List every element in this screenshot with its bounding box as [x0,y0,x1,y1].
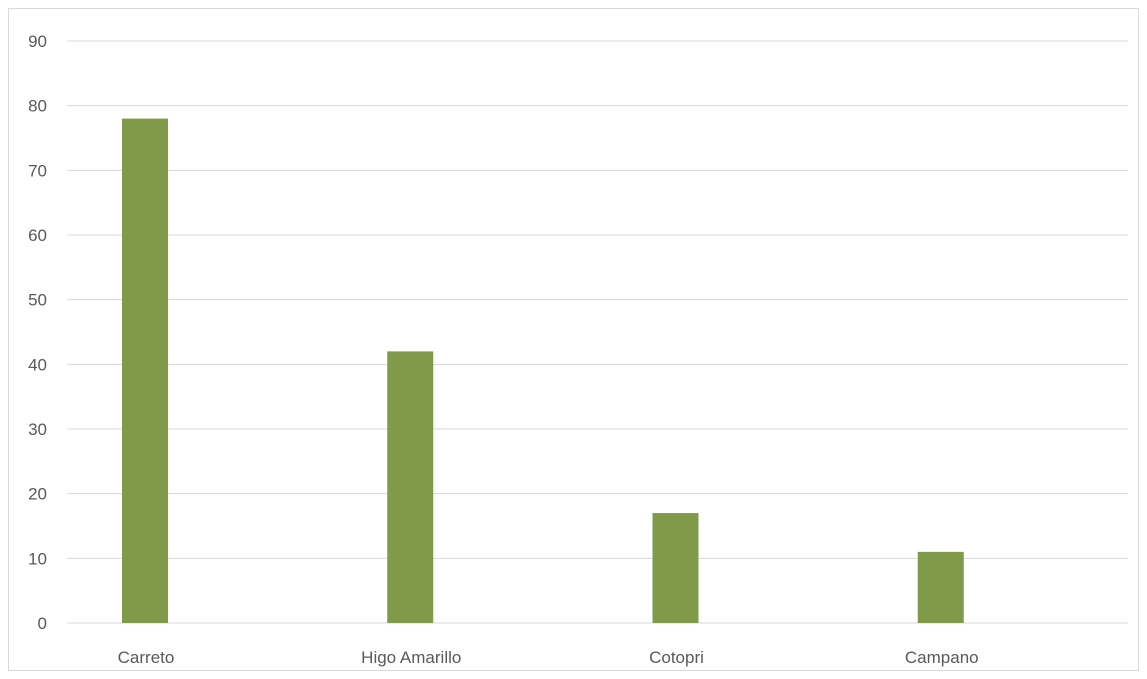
gridlines [67,40,1128,624]
y-tick-label: 20 [28,485,47,504]
y-tick-label: 70 [28,161,47,180]
y-tick-label: 40 [28,355,47,374]
y-tick-label: 90 [28,32,47,51]
x-category-label: Carreto [118,648,175,667]
y-tick-label: 10 [28,549,47,568]
x-category-label: Higo Amarillo [361,648,461,667]
x-axis-categories: Carreto Higo Amarillo Cotopri Campano [118,648,979,667]
bar-carreto [122,118,168,623]
x-category-label: Campano [905,648,979,667]
bar-higo-amarillo [387,351,434,623]
y-tick-label: 0 [38,614,47,633]
y-tick-label: 60 [28,226,47,245]
bar-cotopri [652,513,699,623]
bar-campano [917,551,964,623]
y-axis-ticks: 0 10 20 30 40 50 60 70 80 90 [28,32,47,633]
y-tick-label: 50 [28,291,47,310]
y-tick-label: 80 [28,97,47,116]
y-tick-label: 30 [28,420,47,439]
bars [122,118,964,623]
x-category-label: Cotopri [649,648,704,667]
